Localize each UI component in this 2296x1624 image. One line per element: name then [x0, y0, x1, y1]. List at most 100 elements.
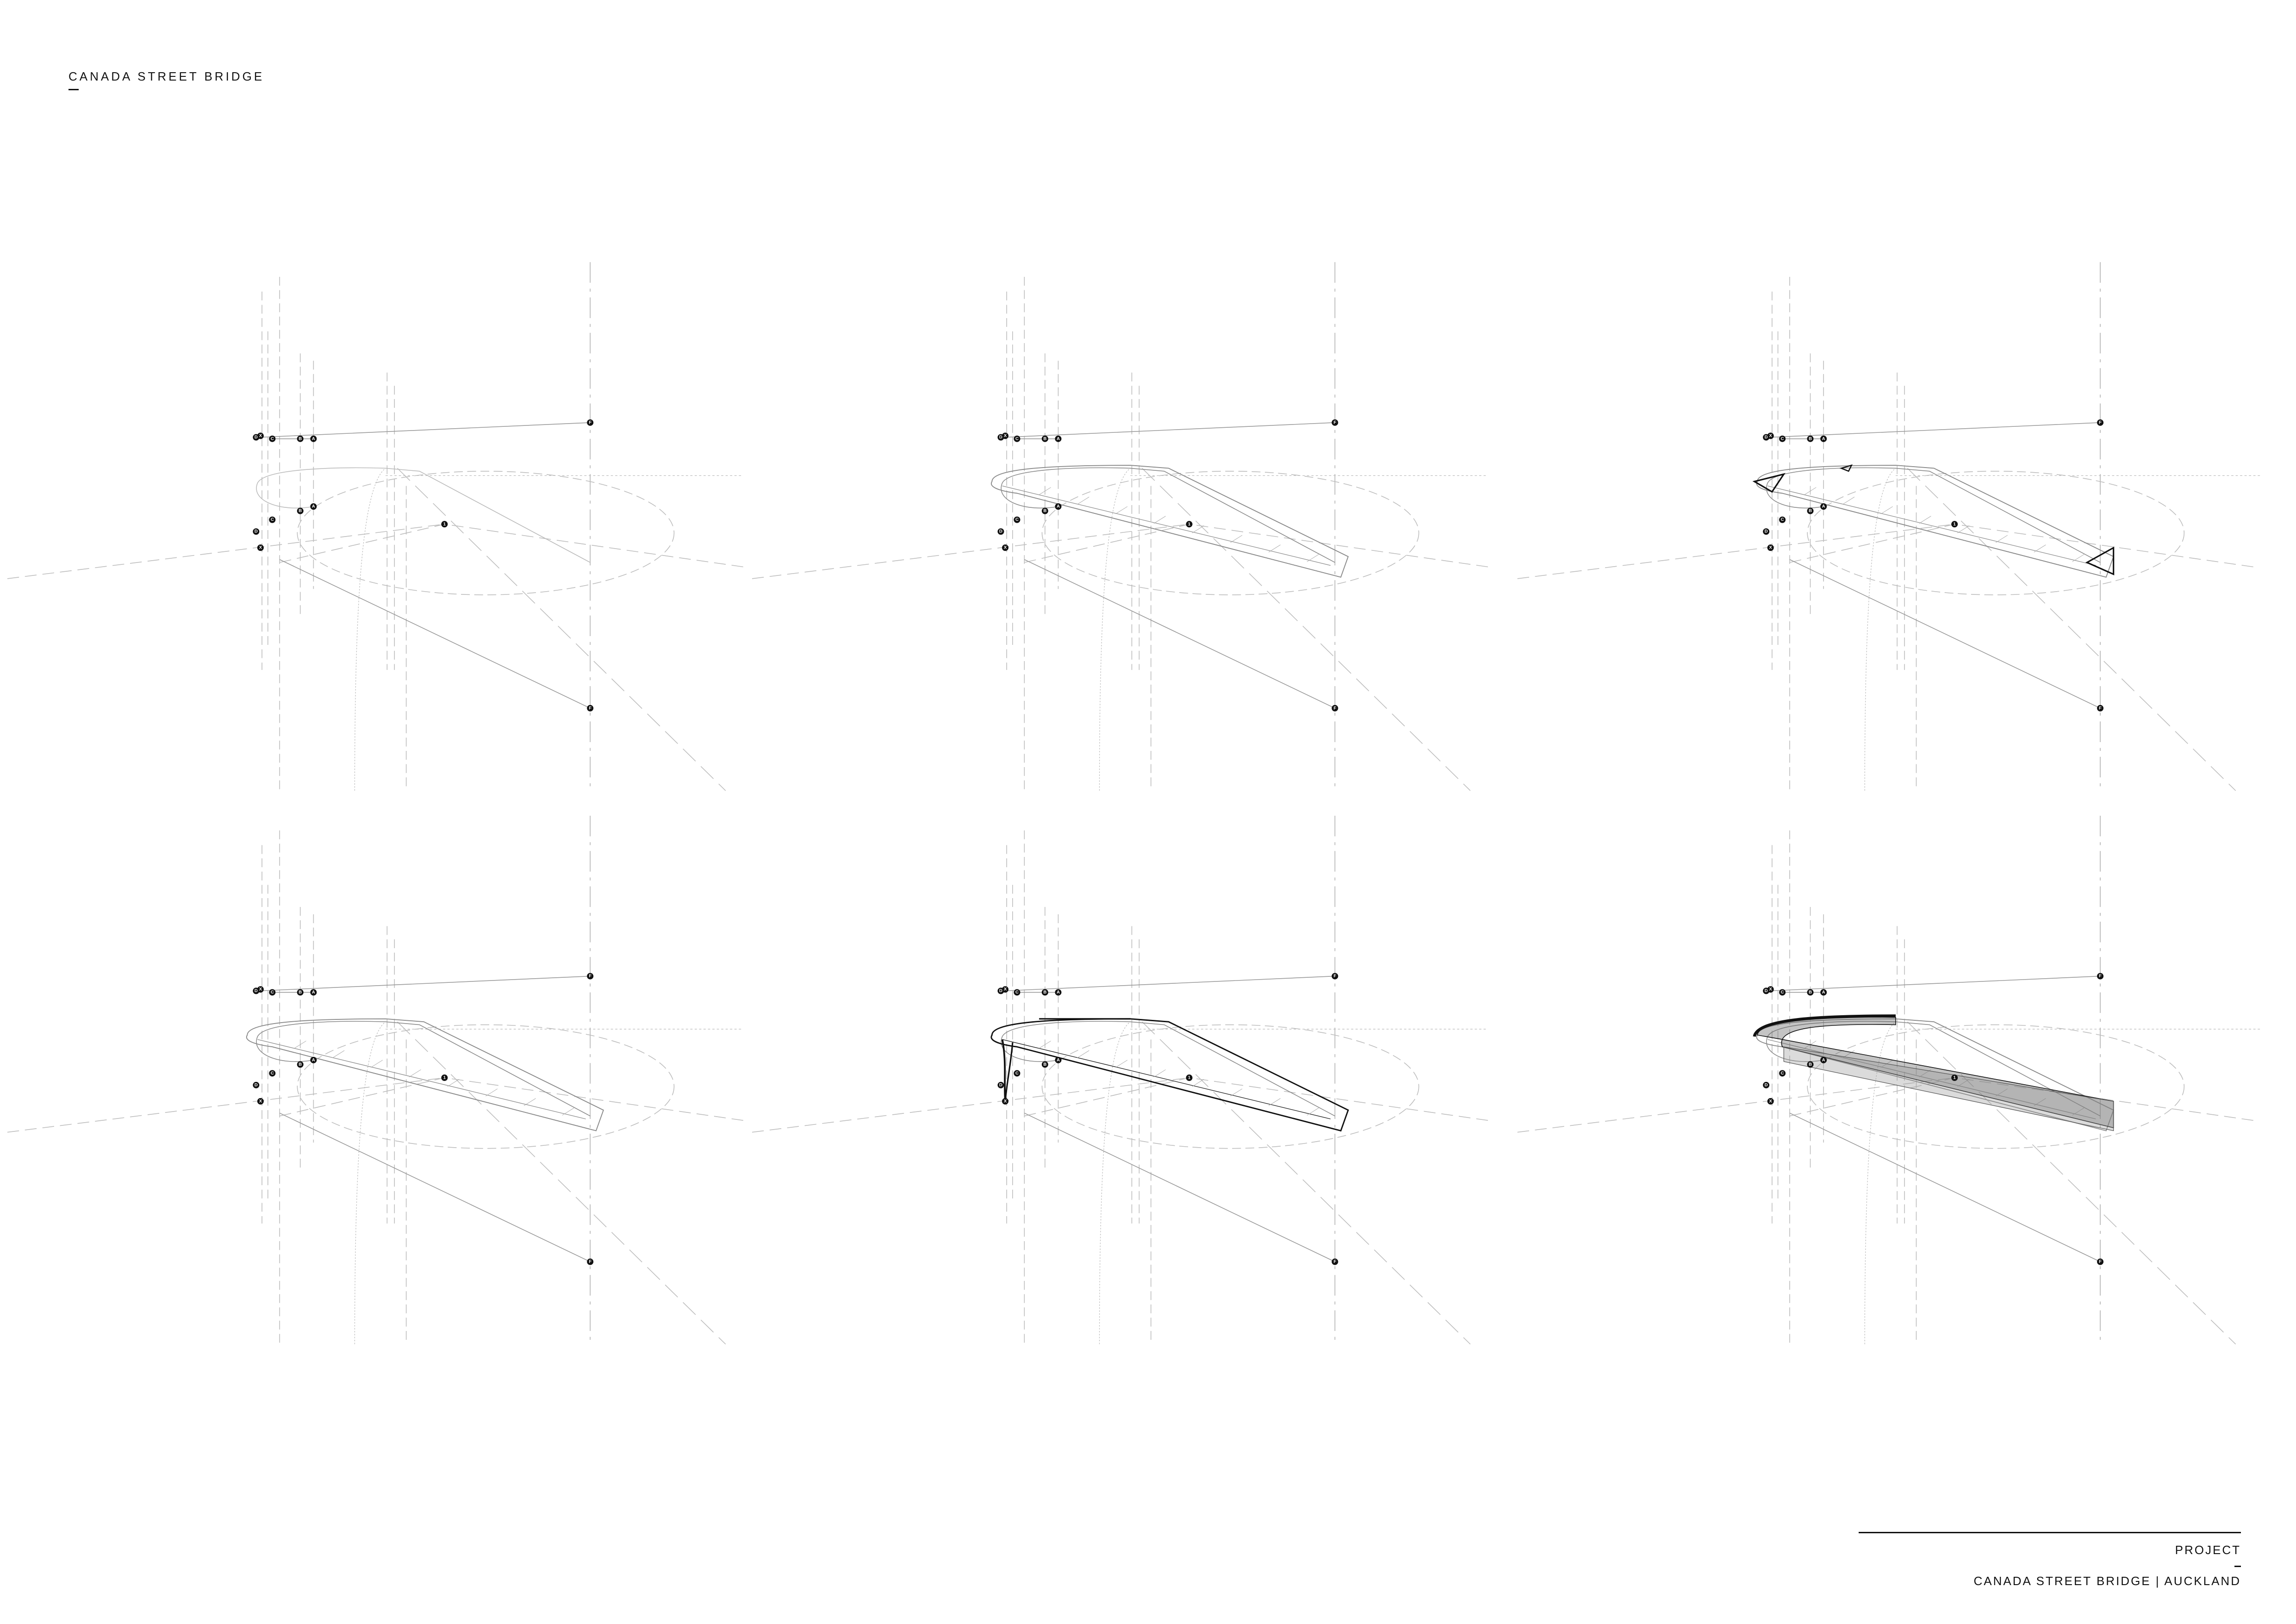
marker-C: C — [1779, 989, 1786, 996]
marker-F: F — [1332, 419, 1338, 426]
setout-ray — [752, 1077, 1189, 1133]
deck-curve — [1766, 467, 2101, 563]
marker-dot — [1055, 503, 1062, 510]
marker-F: F — [587, 419, 594, 426]
marker-label: D — [1765, 988, 1768, 993]
marker-1: 1 — [441, 521, 448, 528]
footer-project-label: PROJECT — [2175, 1543, 2241, 1557]
marker-label: A — [1057, 1057, 1060, 1062]
marker-C: C — [1014, 516, 1020, 523]
marker-dot — [1807, 989, 1814, 996]
marker-dot — [1002, 1098, 1009, 1105]
marker-dot — [257, 1098, 264, 1105]
marker-label: 1 — [1954, 522, 1956, 527]
deck-rib — [1957, 1079, 1970, 1087]
deck-rib — [1192, 1079, 1204, 1087]
marker-F: F — [1332, 1258, 1338, 1265]
marker-X: X — [257, 432, 264, 439]
marker-dot — [1779, 516, 1786, 523]
lower-chord — [1024, 1112, 1335, 1262]
marker-D: D — [1763, 1081, 1770, 1088]
marker-dot — [1779, 989, 1786, 996]
marker-dot — [587, 419, 594, 426]
marker-label: 1 — [443, 1075, 446, 1081]
footer-dash — [2234, 1566, 2241, 1567]
marker-dot — [1041, 1061, 1048, 1068]
deck-rib — [1269, 1098, 1281, 1106]
deck-edge — [1767, 485, 2106, 578]
deck-rib — [1996, 535, 2008, 543]
marker-B: B — [1807, 507, 1814, 514]
marker-A: A — [310, 1056, 317, 1063]
marker-label: C — [1015, 517, 1019, 522]
marker-label: B — [299, 990, 302, 995]
marker-dot — [1186, 521, 1193, 528]
top-chord — [259, 975, 591, 992]
marker-C: C — [1014, 989, 1020, 996]
marker-dot — [310, 503, 317, 510]
marker-dot — [1820, 1056, 1827, 1063]
deck-edge — [1002, 485, 1341, 578]
deck-rib — [1115, 1060, 1128, 1068]
marker-dot — [297, 507, 304, 514]
marker-A: A — [1820, 435, 1827, 442]
deck-outline — [246, 1018, 604, 1131]
marker-X: X — [257, 1098, 264, 1105]
marker-F: F — [1332, 973, 1338, 980]
footer-rule — [1859, 1532, 2241, 1533]
marker-label: D — [255, 988, 258, 993]
deck-rib — [1804, 487, 1817, 495]
deck-curve — [256, 467, 591, 563]
marker-A: A — [1820, 503, 1827, 510]
marker-label: X — [259, 1099, 262, 1104]
deck-rib — [1269, 544, 1281, 553]
marker-label: F — [2099, 706, 2102, 711]
marker-D: D — [253, 528, 260, 535]
marker-dot — [1055, 989, 1062, 996]
marker-label: X — [1769, 1099, 1773, 1104]
marker-label: X — [1004, 1099, 1007, 1104]
marker-dot — [310, 435, 317, 442]
marker-dot — [1002, 544, 1009, 551]
marker-dot — [1820, 989, 1827, 996]
arc-line — [1099, 1021, 1131, 1344]
marker-dot — [587, 1258, 594, 1265]
marker-label: F — [2099, 974, 2102, 979]
marker-label: D — [999, 1082, 1002, 1087]
marker-label: F — [589, 974, 591, 979]
marker-label: X — [1004, 545, 1007, 550]
marker-A: A — [1820, 1056, 1827, 1063]
marker-label: D — [255, 1082, 258, 1087]
marker-label: D — [255, 529, 258, 534]
deck-rib — [1039, 487, 1051, 495]
setout-diagonal — [397, 1021, 726, 1345]
marker-label: B — [1043, 508, 1046, 513]
deck-rib — [1230, 535, 1243, 543]
top-chord — [1769, 422, 2101, 438]
setout-ray — [280, 1077, 744, 1121]
deck-curve — [1766, 1021, 2101, 1117]
marker-C: C — [1014, 435, 1020, 442]
marker-dot — [2097, 1258, 2104, 1265]
marker-F: F — [587, 1258, 594, 1265]
marker-dot — [1332, 1258, 1338, 1265]
marker-label: A — [1057, 436, 1060, 441]
marker-A: A — [310, 503, 317, 510]
marker-A: A — [1055, 1056, 1062, 1063]
marker-label: 1 — [1188, 522, 1191, 527]
marker-D: D — [997, 528, 1004, 535]
marker-X: X — [1002, 432, 1009, 439]
lofted-deck-side — [1783, 1046, 2114, 1131]
marker-label: C — [1781, 517, 1784, 522]
marker-label: A — [1822, 436, 1825, 441]
lower-chord — [1024, 559, 1335, 709]
marker-B: B — [1041, 989, 1048, 996]
marker-label: B — [1043, 1062, 1046, 1067]
setout-diagonal — [1907, 468, 2236, 791]
marker-label: D — [1765, 1082, 1768, 1087]
marker-label: X — [259, 545, 262, 550]
marker-F: F — [1332, 705, 1338, 712]
marker-dot — [1767, 544, 1774, 551]
